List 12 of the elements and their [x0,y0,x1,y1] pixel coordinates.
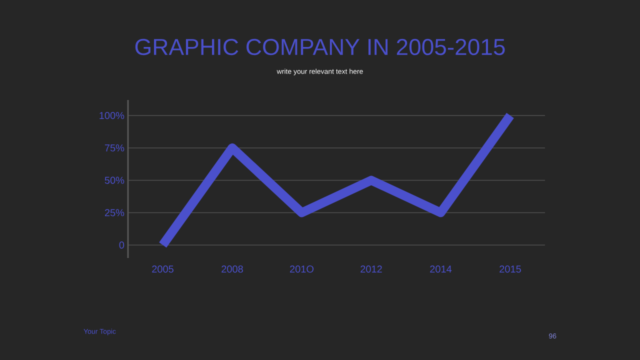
x-tick-label: 2014 [430,266,452,273]
x-tick-label: 2005 [152,266,174,273]
x-tick-label: 201O [290,266,314,273]
x-tick-label: 2015 [500,266,521,273]
y-tick-label: 75% [104,144,124,152]
x-tick-label: 2008 [222,266,243,273]
y-tick-label: 0 [119,242,124,249]
y-tick-label: 100% [100,112,124,120]
y-tick-label: 50% [104,176,124,184]
x-tick-label: 2012 [360,266,382,273]
chart-title: GRAPHIC COMPANY IN 2005-2015 [135,38,505,56]
y-tick-label: 25% [104,209,124,216]
